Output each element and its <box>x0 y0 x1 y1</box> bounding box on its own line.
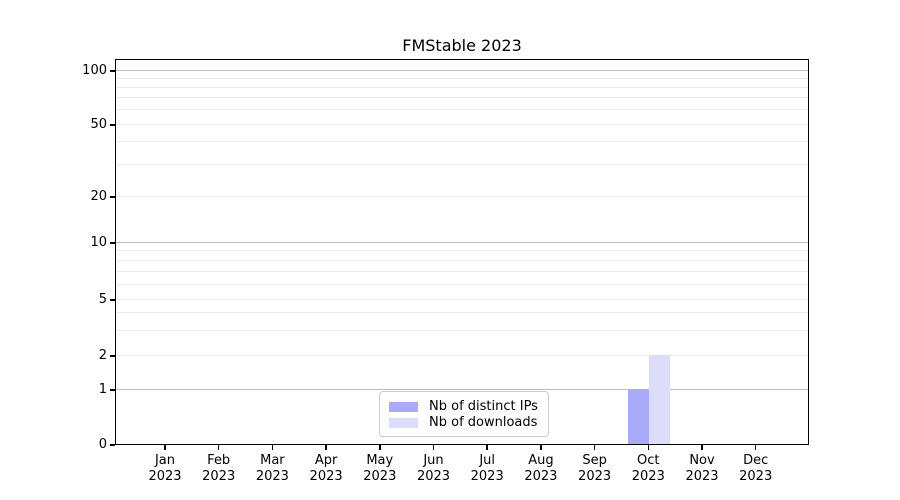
x-tick-mark-feb <box>217 445 220 450</box>
x-tick-month: Jun <box>423 453 444 468</box>
y-tick-mark-20 <box>110 196 115 198</box>
x-tick-label-apr: Apr 2023 <box>294 453 358 485</box>
plot-area: Nb of distinct IPs Nb of downloads <box>115 59 809 445</box>
x-tick-mark-aug <box>540 445 542 450</box>
bar-nb-of-distinct-ips-oct <box>628 389 650 444</box>
gridline-y-30 <box>116 163 808 165</box>
y-tick-mark-10 <box>110 242 115 244</box>
x-tick-month: Jan <box>154 453 176 468</box>
x-tick-mark-jun <box>432 445 435 450</box>
gridline-y-1 <box>116 388 808 390</box>
x-tick-month: May <box>366 453 394 468</box>
y-tick-label-20: 20 <box>90 189 107 204</box>
gridline-y-80 <box>116 86 808 88</box>
x-tick-year: 2023 <box>202 469 236 484</box>
x-tick-mark-sep <box>593 445 596 450</box>
legend-swatch-icon <box>389 401 418 412</box>
x-tick-year: 2023 <box>631 469 665 484</box>
gridline-y-4 <box>116 312 808 314</box>
y-tick-label-5: 5 <box>98 292 107 307</box>
y-tick-mark-100 <box>110 70 115 72</box>
x-tick-year: 2023 <box>524 469 558 484</box>
x-tick-month: Jul <box>479 453 496 468</box>
y-tick-mark-5 <box>110 299 115 301</box>
x-tick-year: 2023 <box>255 469 289 484</box>
x-tick-label-nov: Nov 2023 <box>670 453 734 485</box>
x-tick-label-oct: Oct 2023 <box>616 453 680 485</box>
x-tick-label-dec: Dec 2023 <box>724 453 788 485</box>
gridline-y-8 <box>116 259 808 261</box>
y-tick-mark-2 <box>110 355 115 357</box>
chart-title: FMStable 2023 <box>402 36 522 55</box>
gridline-y-7 <box>116 270 808 272</box>
gridline-y-10 <box>116 241 808 243</box>
y-tick-label-10: 10 <box>90 235 107 250</box>
gridline-y-3 <box>116 329 808 331</box>
y-tick-mark-50 <box>110 124 115 126</box>
y-tick-label-50: 50 <box>90 117 107 132</box>
x-tick-month: Mar <box>260 453 285 468</box>
y-tick-label-1: 1 <box>98 382 107 397</box>
x-tick-label-mar: Mar 2023 <box>240 453 304 485</box>
gridline-y-6 <box>116 283 808 285</box>
x-tick-month: Oct <box>637 453 660 468</box>
y-tick-mark-0 <box>110 444 115 446</box>
x-tick-month: Apr <box>314 453 338 468</box>
x-tick-label-jul: Jul 2023 <box>455 453 519 485</box>
x-tick-year: 2023 <box>739 469 773 484</box>
x-tick-month: Nov <box>689 453 715 468</box>
x-tick-year: 2023 <box>363 469 397 484</box>
legend: Nb of distinct IPs Nb of downloads <box>379 391 549 437</box>
legend-swatch-icon <box>389 417 418 428</box>
x-tick-label-sep: Sep 2023 <box>563 453 627 485</box>
x-tick-year: 2023 <box>578 469 612 484</box>
x-tick-mark-apr <box>325 445 327 450</box>
x-tick-label-feb: Feb 2023 <box>187 453 251 485</box>
x-tick-label-aug: Aug 2023 <box>509 453 573 485</box>
x-tick-month: Dec <box>743 453 769 468</box>
y-tick-label-0: 0 <box>98 437 107 452</box>
gridline-y-40 <box>116 141 808 143</box>
bar-nb-of-downloads-oct <box>649 355 671 444</box>
x-tick-mark-jan <box>164 445 166 450</box>
x-tick-mark-mar <box>271 445 274 450</box>
gridline-y-9 <box>116 250 808 252</box>
legend-label: Nb of distinct IPs <box>429 399 538 414</box>
gridline-y-90 <box>116 77 808 79</box>
x-tick-label-jun: Jun 2023 <box>402 453 466 485</box>
gridline-y-20 <box>116 195 808 197</box>
gridline-y-5 <box>116 298 808 300</box>
gridline-y-100 <box>116 69 808 71</box>
legend-row-1: Nb of downloads <box>389 415 539 430</box>
x-tick-year: 2023 <box>309 469 343 484</box>
y-tick-label-2: 2 <box>98 348 107 363</box>
gridline-y-50 <box>116 123 808 125</box>
x-tick-year: 2023 <box>685 469 719 484</box>
y-tick-label-100: 100 <box>82 63 107 78</box>
x-tick-month: Feb <box>207 453 231 468</box>
x-tick-mark-may <box>379 445 381 450</box>
legend-row-0: Nb of distinct IPs <box>389 399 539 414</box>
x-tick-year: 2023 <box>416 469 451 484</box>
x-tick-year: 2023 <box>470 469 504 484</box>
gridline-y-2 <box>116 354 808 356</box>
x-tick-year: 2023 <box>148 469 182 484</box>
x-tick-mark-dec <box>754 445 757 450</box>
gridline-y-60 <box>116 109 808 111</box>
x-tick-label-jan: Jan 2023 <box>133 453 197 485</box>
gridline-y-70 <box>116 97 808 99</box>
x-tick-month: Aug <box>528 453 554 468</box>
y-tick-mark-1 <box>110 389 115 391</box>
legend-label: Nb of downloads <box>429 415 538 430</box>
x-tick-mark-jul <box>486 445 488 450</box>
x-tick-label-may: May 2023 <box>348 453 412 485</box>
x-tick-month: Sep <box>582 453 607 468</box>
x-tick-mark-nov <box>701 445 703 450</box>
x-tick-mark-oct <box>647 445 650 450</box>
